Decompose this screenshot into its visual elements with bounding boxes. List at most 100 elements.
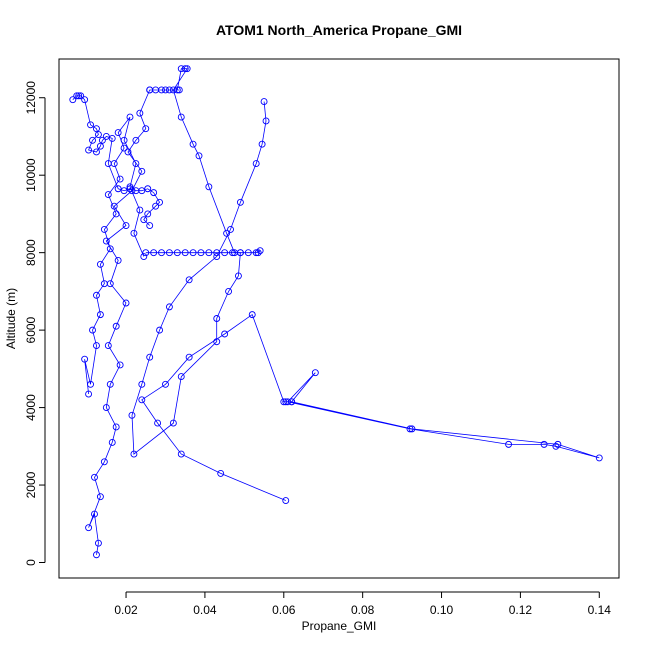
- data-point: [185, 276, 193, 284]
- series-line: [84, 116, 145, 395]
- data-point: [142, 249, 150, 257]
- y-tick-label: 6000: [24, 316, 38, 343]
- data-point: [595, 454, 603, 462]
- data-point: [213, 249, 221, 257]
- data-point: [130, 229, 138, 237]
- data-point: [252, 160, 260, 168]
- data-point: [150, 249, 158, 257]
- data-point: [256, 247, 264, 255]
- data-point: [136, 109, 144, 117]
- data-point: [177, 113, 185, 121]
- data-point: [258, 140, 266, 148]
- data-point: [221, 330, 229, 338]
- data-point: [158, 86, 165, 94]
- data-point: [158, 249, 165, 257]
- data-point: [87, 380, 94, 388]
- y-tick-label: 10000: [24, 158, 38, 192]
- data-point: [94, 539, 102, 547]
- y-tick-label: 4000: [24, 394, 38, 421]
- data-point: [165, 86, 173, 94]
- data-point: [140, 216, 148, 224]
- data-point: [124, 148, 132, 156]
- data-point: [152, 202, 160, 210]
- data-point: [282, 398, 290, 406]
- series-1: [138, 311, 603, 504]
- data-point: [169, 86, 177, 94]
- data-point: [280, 398, 288, 406]
- data-point: [136, 206, 144, 214]
- data-point: [116, 175, 124, 183]
- x-tick-label: 0.06: [272, 603, 296, 617]
- data-point: [73, 92, 81, 100]
- plot-frame: [58, 58, 620, 579]
- data-point: [181, 65, 189, 73]
- y-tick-label: 2000: [24, 471, 38, 498]
- data-point: [122, 222, 130, 229]
- data-point: [505, 440, 513, 448]
- data-point: [177, 373, 185, 381]
- x-axis-label: Propane_GMI: [302, 619, 377, 633]
- data-point: [87, 121, 94, 129]
- series-2: [142, 247, 264, 257]
- data-point: [162, 380, 169, 388]
- data-point: [554, 440, 562, 448]
- data-point: [116, 361, 124, 369]
- y-axis-label: Altitude (m): [4, 288, 18, 349]
- data-point: [146, 222, 154, 229]
- data-point: [126, 113, 134, 121]
- data-point: [132, 160, 140, 168]
- data-point: [173, 86, 181, 94]
- data-point: [311, 369, 319, 377]
- data-point: [114, 129, 122, 137]
- data-point: [260, 98, 268, 106]
- data-point: [104, 342, 112, 350]
- data-point: [142, 125, 150, 133]
- data-point: [221, 249, 229, 257]
- data-point: [282, 497, 290, 504]
- data-point: [108, 134, 116, 142]
- data-point: [181, 249, 189, 257]
- data-point: [100, 280, 108, 288]
- data-point: [156, 326, 164, 334]
- data-point: [189, 249, 197, 257]
- data-point: [81, 96, 89, 104]
- data-point: [112, 210, 120, 218]
- data-point: [126, 183, 134, 191]
- data-point: [100, 225, 108, 233]
- x-tick-label: 0.08: [351, 603, 375, 617]
- data-point: [144, 210, 152, 218]
- data-point: [197, 249, 205, 257]
- x-tick-label: 0.12: [509, 603, 533, 617]
- chart-title: ATOM1 North_America Propane_GMI: [216, 22, 462, 38]
- data-point: [75, 92, 83, 100]
- data-point: [205, 183, 213, 191]
- data-point: [108, 438, 116, 446]
- data-point: [408, 425, 416, 433]
- series-line: [88, 68, 267, 555]
- data-point: [156, 198, 164, 206]
- data-point: [102, 237, 110, 245]
- data-point: [236, 198, 244, 206]
- data-point: [94, 131, 102, 138]
- data-point: [93, 551, 100, 559]
- data-point: [165, 249, 173, 257]
- data-point: [89, 136, 96, 144]
- data-point: [165, 303, 173, 311]
- data-point: [227, 225, 234, 233]
- data-point: [146, 86, 154, 94]
- data-point: [154, 419, 162, 427]
- data-point: [96, 260, 104, 268]
- data-point: [91, 510, 98, 518]
- data-point: [406, 425, 414, 433]
- data-point: [138, 187, 146, 195]
- data-point: [102, 404, 110, 412]
- data-point: [85, 390, 93, 398]
- data-point: [234, 272, 242, 280]
- data-point: [183, 65, 191, 73]
- data-point: [225, 287, 233, 295]
- y-tick-label: 0: [24, 559, 38, 566]
- series-3: [81, 113, 148, 398]
- data-point: [236, 249, 244, 257]
